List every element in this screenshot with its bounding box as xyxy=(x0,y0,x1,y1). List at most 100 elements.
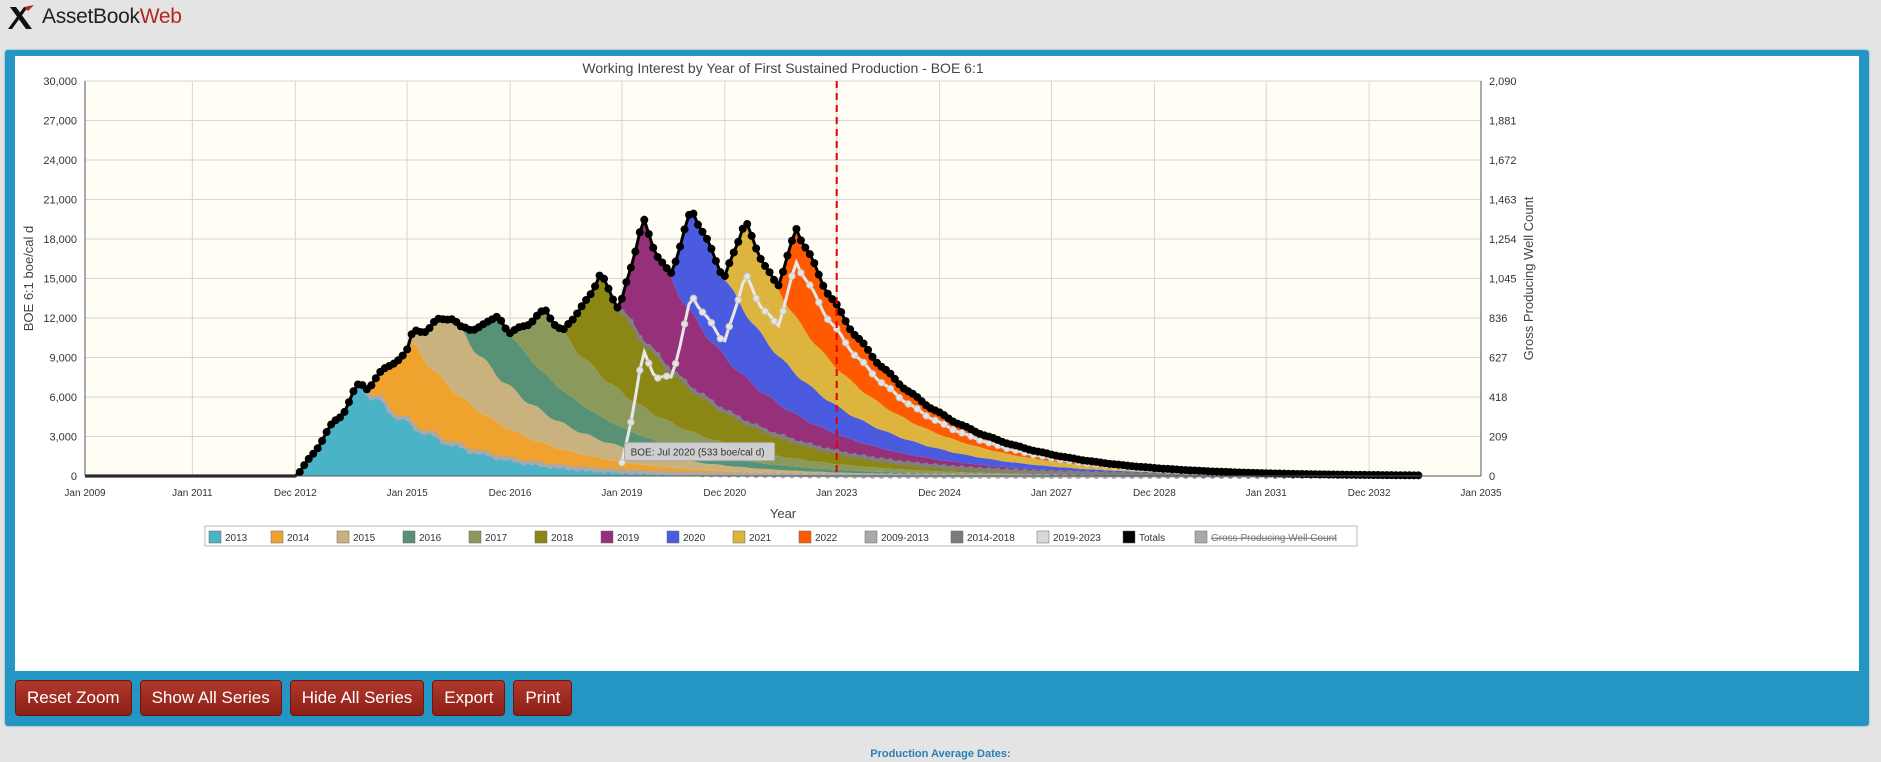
point-2014-2018[interactable] xyxy=(1030,468,1037,475)
point-totals[interactable] xyxy=(1414,471,1423,480)
hide-all-series-button[interactable]: Hide All Series xyxy=(289,680,425,716)
legend-swatch-2022[interactable] xyxy=(798,530,812,544)
point-2014-2018[interactable] xyxy=(690,388,697,395)
point-totals[interactable] xyxy=(837,308,846,317)
legend-swatch-Totals[interactable] xyxy=(1122,530,1136,544)
point-totals[interactable] xyxy=(702,234,711,243)
point-2019-2023[interactable] xyxy=(868,370,877,378)
point-totals[interactable] xyxy=(720,271,729,280)
point-2009-2013[interactable] xyxy=(744,471,751,478)
point-2019-2023[interactable] xyxy=(850,351,859,359)
point-totals[interactable] xyxy=(653,253,662,262)
print-button[interactable]: Print xyxy=(513,680,573,716)
point-totals[interactable] xyxy=(398,351,407,360)
legend-label-2022[interactable]: 2022 xyxy=(815,533,838,544)
point-2014-2018[interactable] xyxy=(1012,468,1019,475)
point-2009-2013[interactable] xyxy=(520,459,527,466)
point-2019-2023[interactable] xyxy=(788,272,796,280)
point-2009-2013[interactable] xyxy=(431,430,437,437)
point-totals[interactable] xyxy=(765,268,774,277)
point-2009-2013[interactable] xyxy=(395,414,402,421)
point-totals[interactable] xyxy=(779,267,787,276)
point-2014-2018[interactable] xyxy=(806,442,813,449)
point-totals[interactable] xyxy=(425,324,434,333)
point-2014-2018[interactable] xyxy=(896,459,903,466)
point-2009-2013[interactable] xyxy=(466,448,473,455)
point-2014-2018[interactable] xyxy=(815,445,822,452)
point-2009-2013[interactable] xyxy=(448,440,455,447)
point-totals[interactable] xyxy=(644,230,653,239)
point-totals[interactable] xyxy=(403,345,412,354)
point-totals[interactable] xyxy=(846,325,855,334)
point-2019-2023[interactable] xyxy=(716,334,725,343)
point-2014-2018[interactable] xyxy=(833,448,840,455)
point-2009-2013[interactable] xyxy=(717,471,724,478)
point-2009-2013[interactable] xyxy=(404,415,411,422)
point-2014-2018[interactable] xyxy=(824,447,831,454)
area-series-2018[interactable] xyxy=(85,275,1419,476)
legend-label-2020[interactable]: 2020 xyxy=(683,533,706,544)
legend-swatch-2014-2018[interactable] xyxy=(950,530,964,544)
point-2014-2018[interactable] xyxy=(869,456,876,463)
point-totals[interactable] xyxy=(322,428,331,437)
point-2009-2013[interactable] xyxy=(574,465,581,472)
point-totals[interactable] xyxy=(819,281,828,290)
point-2014-2018[interactable] xyxy=(1039,469,1046,476)
point-totals[interactable] xyxy=(796,236,805,245)
point-2014-2018[interactable] xyxy=(744,420,751,427)
point-2014-2018[interactable] xyxy=(914,461,921,468)
point-totals[interactable] xyxy=(841,317,850,326)
point-2009-2013[interactable] xyxy=(484,450,491,457)
point-2009-2013[interactable] xyxy=(618,468,625,475)
point-totals[interactable] xyxy=(640,215,649,224)
point-2009-2013[interactable] xyxy=(368,394,375,401)
point-2014-2018[interactable] xyxy=(1021,468,1028,475)
point-2014-2018[interactable] xyxy=(985,466,992,473)
point-2009-2013[interactable] xyxy=(475,448,482,455)
legend-swatch-2019-2023[interactable] xyxy=(1036,530,1050,544)
area-series-2020[interactable] xyxy=(85,213,1419,476)
point-2009-2013[interactable] xyxy=(663,470,670,477)
point-totals[interactable] xyxy=(309,449,318,458)
point-2009-2013[interactable] xyxy=(609,467,616,474)
point-totals[interactable] xyxy=(707,244,716,253)
point-2014-2018[interactable] xyxy=(1075,470,1082,477)
point-totals[interactable] xyxy=(747,231,756,240)
point-2009-2013[interactable] xyxy=(493,454,500,461)
point-2019-2023[interactable] xyxy=(913,405,921,413)
point-totals[interactable] xyxy=(783,251,792,260)
legend-label-2018[interactable]: 2018 xyxy=(551,533,574,544)
point-2019-2023[interactable] xyxy=(680,320,689,328)
point-totals[interactable] xyxy=(344,398,353,407)
point-2014-2018[interactable] xyxy=(842,451,849,458)
legend-swatch-Gross Producing Well Count[interactable] xyxy=(1194,530,1208,544)
point-totals[interactable] xyxy=(649,243,658,252)
point-totals[interactable] xyxy=(371,374,380,383)
point-2019-2023[interactable] xyxy=(886,384,895,393)
point-2014-2018[interactable] xyxy=(887,458,894,465)
point-2009-2013[interactable] xyxy=(538,461,545,468)
point-2009-2013[interactable] xyxy=(753,472,760,479)
point-2009-2013[interactable] xyxy=(645,469,652,476)
point-2009-2013[interactable] xyxy=(762,472,769,479)
point-totals[interactable] xyxy=(304,454,313,463)
point-totals[interactable] xyxy=(676,242,685,251)
point-2014-2018[interactable] xyxy=(753,423,760,430)
point-totals[interactable] xyxy=(801,243,810,252)
legend-label-Totals[interactable]: Totals xyxy=(1139,533,1165,544)
point-totals[interactable] xyxy=(300,461,309,470)
point-2014-2018[interactable] xyxy=(717,406,724,413)
point-2009-2013[interactable] xyxy=(726,471,733,478)
point-totals[interactable] xyxy=(770,275,779,284)
point-2019-2023[interactable] xyxy=(797,269,805,277)
point-2009-2013[interactable] xyxy=(788,472,795,479)
point-totals[interactable] xyxy=(608,295,617,304)
point-totals[interactable] xyxy=(814,270,823,279)
point-2014-2018[interactable] xyxy=(762,427,769,434)
point-totals[interactable] xyxy=(756,254,765,263)
point-2019-2023[interactable] xyxy=(940,420,948,428)
point-2019-2023[interactable] xyxy=(806,281,814,289)
point-2009-2013[interactable] xyxy=(529,459,536,466)
point-2014-2018[interactable] xyxy=(627,318,634,325)
point-totals[interactable] xyxy=(600,274,609,283)
